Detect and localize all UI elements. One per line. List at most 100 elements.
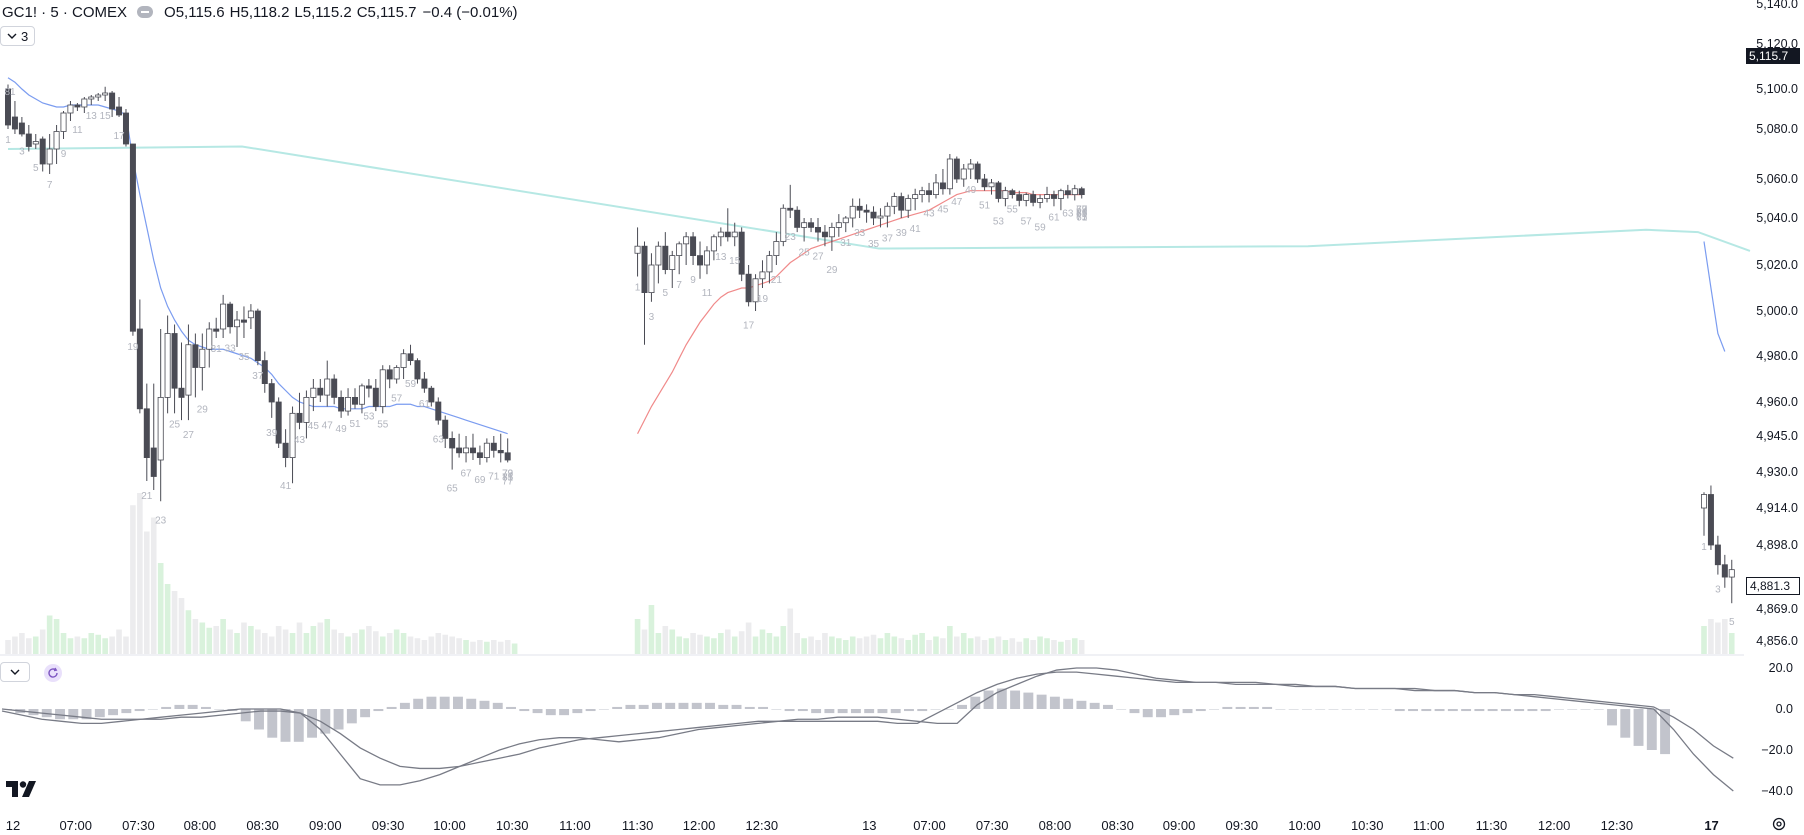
candle-body: [338, 396, 345, 412]
macd-histogram-bar: [864, 709, 875, 714]
macd-histogram-bar: [1328, 709, 1339, 710]
volume-bar: [870, 634, 877, 654]
candle-body: [171, 333, 178, 389]
candle-body: [1071, 188, 1078, 195]
volume-bar: [718, 633, 724, 654]
bar-count-label: 41: [280, 481, 292, 492]
volume-bar: [32, 636, 39, 654]
macd-histogram-bar: [320, 709, 331, 734]
candle-body: [905, 198, 912, 211]
macd-histogram-bar: [1447, 709, 1458, 712]
volume-bar: [504, 640, 511, 654]
volume-bar: [282, 629, 289, 654]
time-axis-label: 09:30: [372, 818, 405, 833]
close-label: C: [356, 3, 368, 21]
volume-bar: [60, 633, 67, 654]
volume-bar: [470, 641, 476, 654]
volume-bar: [26, 638, 32, 654]
bar-count-label: 43: [294, 435, 306, 446]
bar-count-label: 47: [951, 197, 963, 208]
close-value: 5,115.7: [367, 3, 417, 21]
settings-gear-icon[interactable]: [1771, 816, 1787, 832]
candle-body: [703, 250, 710, 266]
volume-bar: [199, 622, 206, 654]
bar-count-label: 21: [141, 491, 153, 502]
macd-histogram-bar: [718, 704, 729, 709]
time-axis-label: 10:30: [1351, 818, 1384, 833]
price-axis-label: 4,914.0: [1756, 501, 1798, 515]
volume-bar: [1030, 640, 1036, 654]
candle-body: [828, 226, 835, 238]
volume-bar: [1715, 622, 1721, 654]
time-axis-label: 11:30: [622, 818, 654, 833]
volume-bar: [919, 633, 925, 654]
bar-count-label: 81: [1076, 209, 1088, 220]
macd-pane-collapse-button[interactable]: [0, 662, 30, 682]
macd-histogram-bar: [360, 709, 371, 718]
candle-body: [220, 303, 227, 330]
volume-bar: [898, 638, 905, 654]
volume-bar: [400, 633, 407, 654]
volume-bar: [697, 634, 703, 654]
time-axis-label: 09:00: [1163, 818, 1196, 833]
candle-body: [400, 353, 407, 368]
visibility-toggle-icon[interactable]: [137, 6, 154, 18]
price-axis-label: 5,060.0: [1756, 172, 1798, 186]
macd-histogram-bar: [68, 709, 79, 720]
candle-body: [102, 92, 109, 96]
time-axis-label: 12:30: [1601, 818, 1634, 833]
bar-count-label: 49: [336, 424, 348, 435]
volume-bar: [1016, 641, 1023, 654]
sync-icon[interactable]: [44, 664, 62, 682]
price-axis-label: 4,960.0: [1756, 395, 1798, 409]
candle-body: [870, 211, 877, 219]
macd-histogram-bar: [943, 709, 954, 710]
macd-histogram-bar: [147, 709, 158, 710]
symbol-title[interactable]: GC1! · 5 · COMEX: [2, 3, 128, 21]
volume-bar: [150, 517, 157, 654]
macd-histogram-bar: [1010, 690, 1021, 709]
volume-bar: [386, 633, 393, 654]
tradingview-logo-icon[interactable]: [6, 781, 36, 797]
macd-histogram-bar: [1142, 709, 1153, 718]
bar-count-label: 3: [19, 147, 25, 158]
candle-body: [296, 412, 303, 423]
volume-bar: [1058, 641, 1064, 654]
bar-count-label: 29: [197, 405, 209, 416]
candle-body: [11, 116, 18, 130]
time-axis-label: 10:00: [1288, 818, 1321, 833]
bar-count-label: 67: [1076, 205, 1088, 216]
candle-body: [67, 104, 74, 114]
bar-count-label: 79: [1076, 205, 1088, 216]
macd-histogram-bar: [691, 702, 702, 709]
macd-histogram-bar: [121, 709, 132, 714]
price-axis-label: 5,140.0: [1756, 0, 1798, 11]
macd-histogram-bar: [877, 709, 888, 714]
indicators-collapse-button[interactable]: 3: [0, 26, 36, 46]
bar-count-label: 43: [923, 208, 935, 219]
volume-bar: [491, 640, 497, 654]
candle-body: [442, 419, 449, 439]
bar-count-label: 25: [169, 419, 181, 430]
macd-histogram-bar: [1580, 709, 1591, 710]
volume-bar: [655, 633, 662, 654]
volume-bar: [345, 636, 351, 654]
macd-histogram-bar: [1089, 702, 1100, 709]
macd-histogram-bar: [214, 709, 225, 710]
volume-bar: [317, 622, 324, 654]
candle-body: [821, 231, 828, 238]
bar-count-label: 49: [965, 185, 977, 196]
volume-bar: [683, 638, 689, 654]
bar-count-label: 19: [757, 294, 769, 305]
macd-histogram-bar: [625, 704, 636, 709]
macd-histogram-bar: [744, 706, 755, 709]
bar-count-label: 11: [72, 125, 83, 136]
volume-bar: [1728, 633, 1735, 654]
candle-body: [662, 245, 669, 270]
volume-bar: [711, 638, 717, 654]
volume-bar: [815, 640, 821, 654]
volume-bar: [39, 629, 46, 654]
bar-count-label: 39: [266, 428, 278, 439]
volume-bar: [296, 622, 303, 654]
